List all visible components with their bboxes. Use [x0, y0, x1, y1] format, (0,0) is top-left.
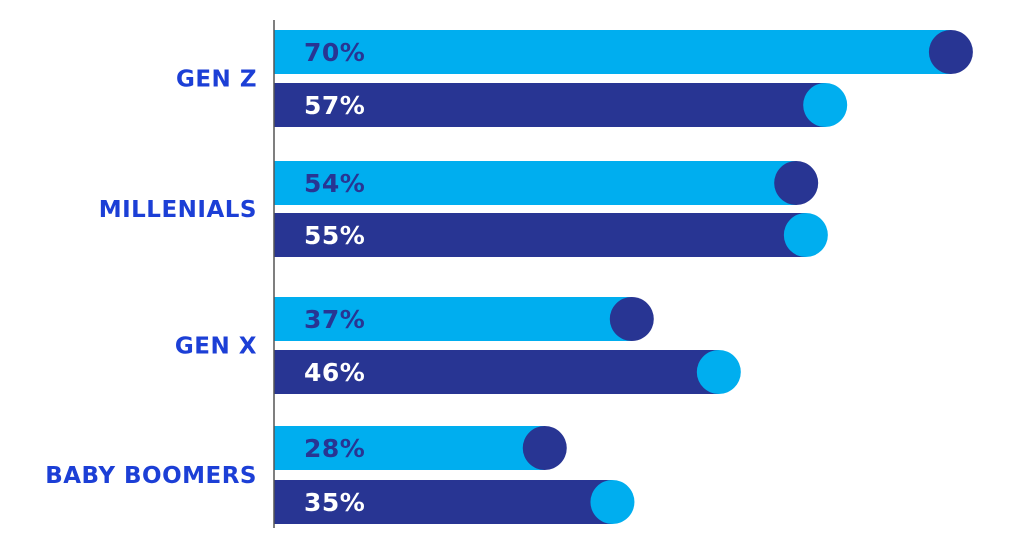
bar-cap-gen-x-series-2 — [696, 350, 741, 394]
bar-gen-z-series-2 — [274, 83, 826, 127]
bar-cap-millenials-series-2 — [783, 213, 828, 257]
bar-millenials-series-1 — [274, 161, 797, 205]
bar-cap-gen-z-series-2 — [803, 83, 848, 127]
labels-group: 70% 57% GEN Z 54% 55% MILLENIALS 37% 46% GEN X 28… — [45, 38, 365, 517]
value-label-gen-x-series-1: 37% — [304, 305, 365, 334]
bar-cap-baby-boomers-series-1 — [522, 426, 567, 470]
bar-cap-gen-z-series-1 — [928, 30, 973, 74]
category-label-millenials: MILLENIALS — [99, 197, 257, 223]
value-label-gen-x-series-2: 46% — [304, 358, 365, 387]
bar-gen-x-series-1 — [274, 297, 632, 341]
value-label-baby-boomers-series-1: 28% — [304, 434, 365, 463]
value-label-millenials-series-1: 54% — [304, 169, 365, 198]
bar-cap-baby-boomers-series-2 — [590, 480, 635, 524]
value-label-gen-z-series-2: 57% — [304, 91, 365, 120]
bar-millenials-series-2 — [274, 213, 806, 257]
bar-gen-x-series-2 — [274, 350, 719, 394]
bar-baby-boomers-series-2 — [274, 480, 613, 524]
category-label-baby-boomers: BABY BOOMERS — [45, 463, 257, 489]
bar-cap-gen-x-series-1 — [609, 297, 654, 341]
bars-group — [274, 30, 973, 524]
bar-gen-z-series-1 — [274, 30, 951, 74]
value-label-millenials-series-2: 55% — [304, 221, 365, 250]
bar-cap-millenials-series-1 — [774, 161, 819, 205]
category-label-gen-x: GEN X — [175, 334, 257, 360]
value-label-gen-z-series-1: 70% — [304, 38, 365, 67]
bar-baby-boomers-series-1 — [274, 426, 545, 470]
value-label-baby-boomers-series-2: 35% — [304, 488, 365, 517]
category-label-gen-z: GEN Z — [176, 67, 257, 93]
